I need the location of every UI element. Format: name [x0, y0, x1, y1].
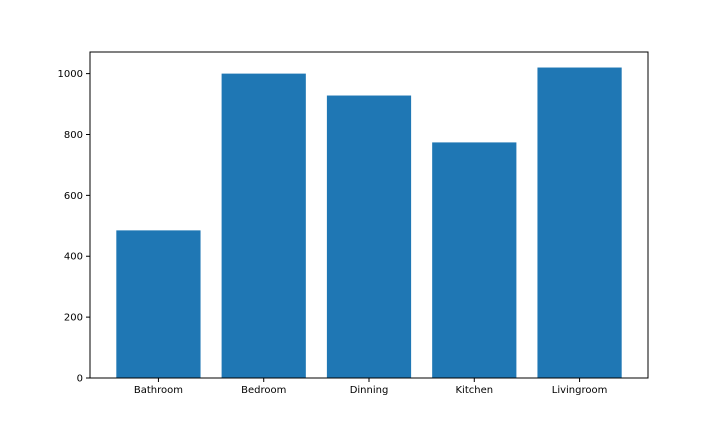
y-tick-label: 0 [77, 374, 83, 385]
bar-livingroom [537, 67, 622, 379]
x-tick-label: Livingroom [552, 385, 608, 396]
bar-dinning [326, 95, 412, 379]
y-tick-label: 600 [64, 191, 83, 202]
x-tick-label: Bedroom [241, 385, 286, 396]
x-tick-label: Bathroom [134, 385, 183, 396]
y-tick-label: 200 [64, 313, 83, 324]
y-axis: 0 200 400 600 800 1000 [58, 69, 90, 385]
bars-group [116, 67, 622, 379]
y-tick-label: 400 [64, 252, 83, 263]
x-tick-label: Dinning [350, 385, 389, 396]
bar-bathroom [116, 230, 201, 378]
y-tick-label: 1000 [58, 69, 83, 80]
bar-kitchen [432, 142, 517, 378]
bar-bedroom [221, 73, 306, 379]
x-axis: Bathroom Bedroom Dinning Kitchen Livingroom [134, 378, 607, 396]
y-tick-label: 800 [64, 130, 83, 141]
x-tick-label: Kitchen [455, 385, 493, 396]
